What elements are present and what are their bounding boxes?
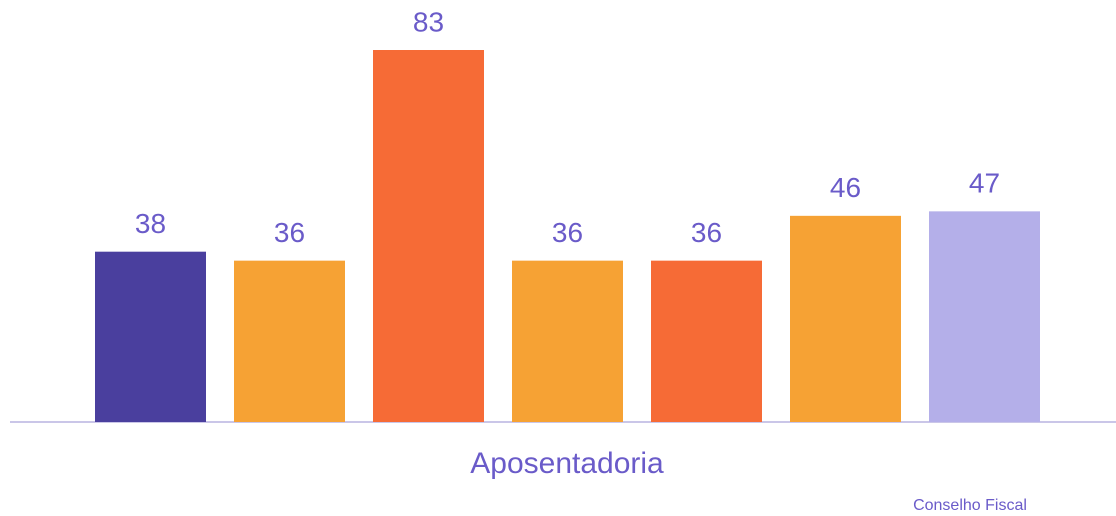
x-axis-label: Aposentadoria bbox=[470, 447, 664, 480]
bar bbox=[95, 251, 206, 422]
data-label: 38 bbox=[135, 208, 166, 239]
data-label: 83 bbox=[413, 6, 444, 37]
bar bbox=[512, 260, 623, 422]
bar bbox=[790, 215, 901, 422]
bar bbox=[929, 211, 1040, 422]
data-label: 36 bbox=[274, 217, 305, 248]
bar bbox=[373, 50, 484, 422]
data-label: 36 bbox=[691, 217, 722, 248]
bar bbox=[234, 260, 345, 422]
footer: Conselho Fiscal bbox=[913, 497, 1027, 514]
data-label: 46 bbox=[830, 172, 861, 203]
data-label: 47 bbox=[969, 168, 1000, 199]
data-label: 36 bbox=[552, 217, 583, 248]
bar bbox=[651, 260, 762, 422]
